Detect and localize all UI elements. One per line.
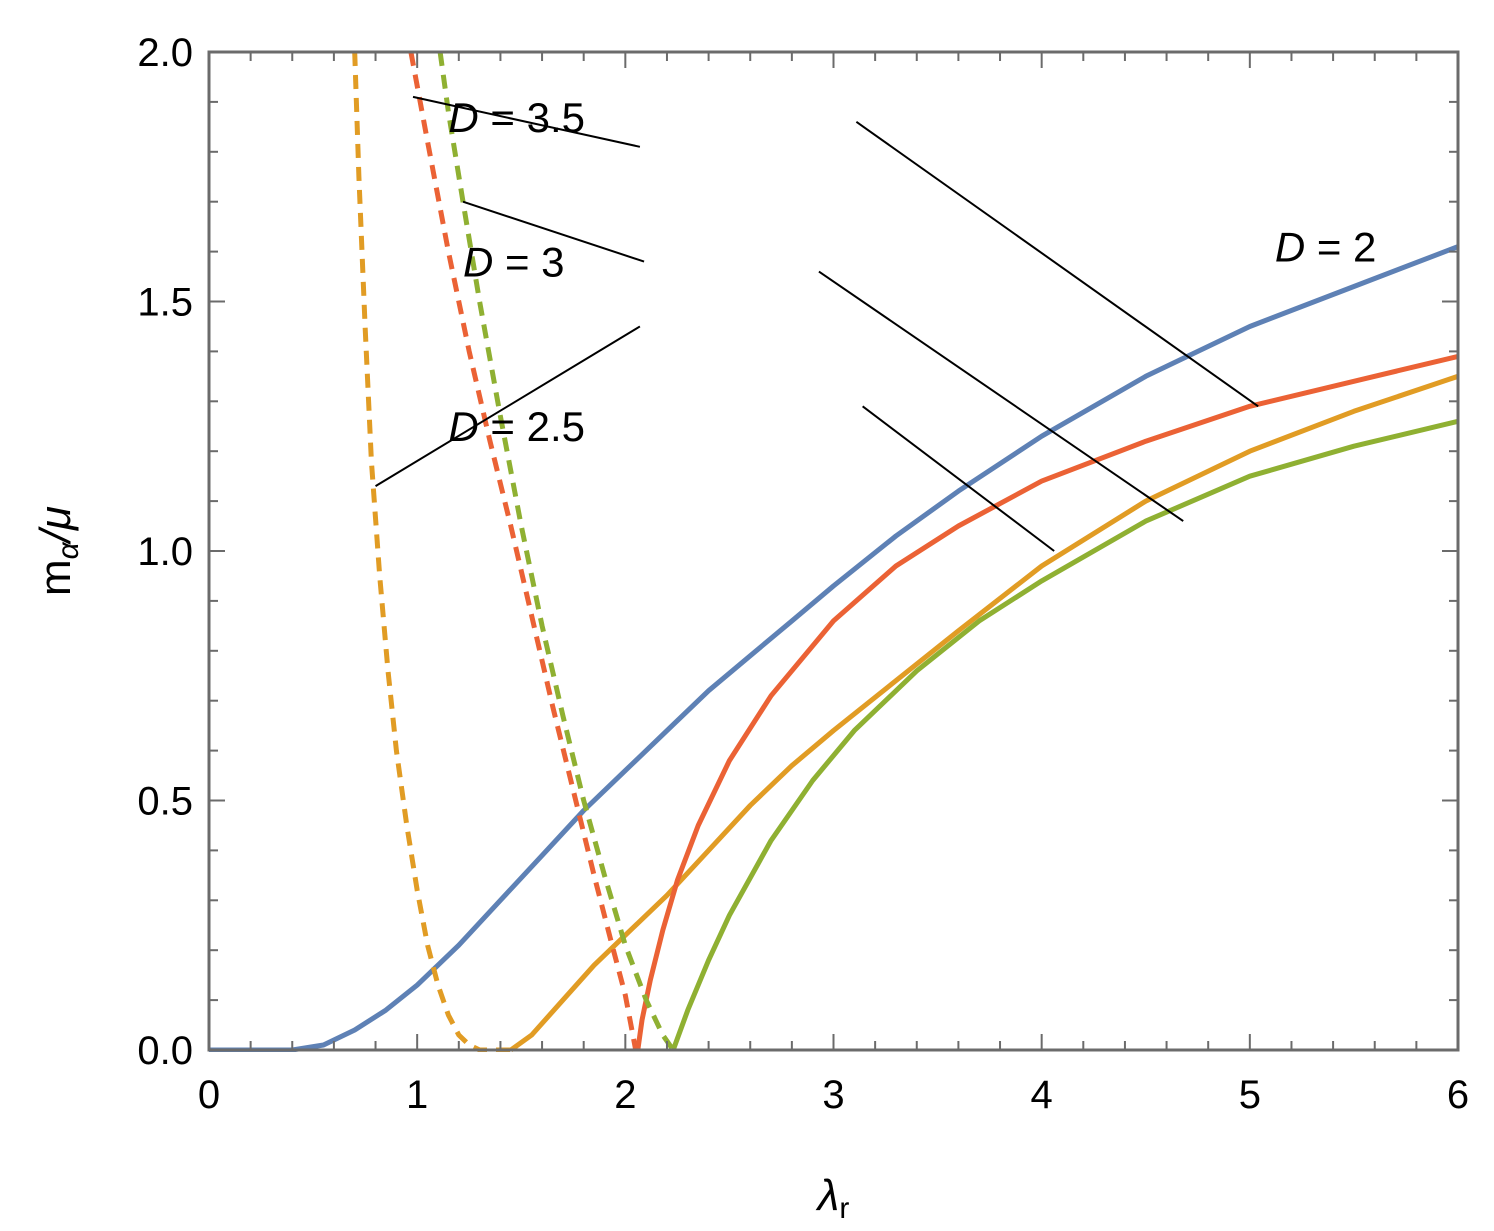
y-axis-label-main: m	[31, 559, 80, 596]
series-line-1-solid	[509, 373, 1458, 1052]
tick-layer: 0 1 2 3 4 5 6 0.0 0.5 1.0 1.5 2.0	[137, 31, 1469, 1117]
annotation-leader-0-line	[412, 95, 641, 148]
y-axis-label: mα/μ	[31, 506, 85, 596]
x-tick-label: 4	[1031, 1073, 1053, 1117]
x-tick-label: 1	[406, 1073, 428, 1117]
annotation-label-0: D = 3.5	[448, 94, 585, 141]
y-tick-label: 0.0	[137, 1029, 193, 1073]
y-tick-label: 1.0	[137, 530, 193, 574]
series-layer	[209, 51, 1458, 1052]
annotation-label-1: D = 3	[463, 239, 565, 286]
annotation-leader-2-line2	[862, 405, 1055, 552]
series-line-6-dashed	[437, 51, 676, 1052]
annotation-layer: D = 3.5 D = 3 D = 2.5 D = 2	[375, 94, 1377, 552]
x-tick-label: 6	[1447, 1073, 1469, 1117]
x-axis-label: λr	[816, 1171, 850, 1225]
y-axis-label-tail: /μ	[31, 506, 80, 545]
series-line-5-dashed	[408, 51, 639, 1051]
annotation-leader-0-line2	[855, 121, 1259, 408]
x-tick-label: 3	[822, 1073, 844, 1117]
x-axis-label-main: λ	[816, 1171, 840, 1220]
y-tick-label: 0.5	[137, 780, 193, 824]
series-line-4-dashed	[352, 51, 511, 1052]
axis-labels: λr mα/μ	[31, 506, 849, 1225]
annotation-label-3: D = 2	[1275, 224, 1377, 271]
x-tick-label: 2	[614, 1073, 636, 1117]
annotation-label-2: D = 2.5	[448, 403, 585, 450]
series-line-0-solid	[209, 244, 1458, 1052]
series-line-3-solid	[670, 418, 1458, 1051]
x-axis-label-sub: r	[839, 1192, 849, 1225]
series-line-2-solid	[635, 353, 1458, 1051]
x-tick-label: 5	[1239, 1073, 1261, 1117]
annotation-leader-1-line	[462, 200, 645, 263]
x-tick-label: 0	[198, 1073, 220, 1117]
y-tick-label: 1.5	[137, 281, 193, 325]
y-tick-label: 2.0	[137, 31, 193, 75]
plot-frame	[207, 50, 1460, 1052]
annotation-leader-2-line	[375, 325, 641, 487]
annotation-leader-1-line2	[818, 270, 1184, 522]
y-axis-label-sub: α	[52, 541, 85, 559]
